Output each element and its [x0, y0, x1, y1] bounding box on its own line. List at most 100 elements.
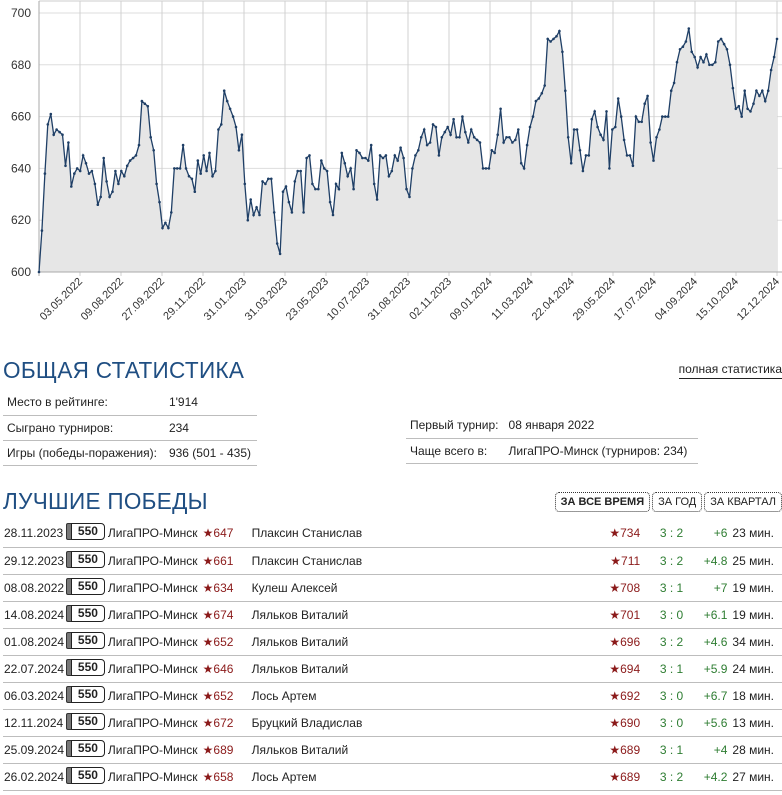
- stat-row-rank: Место в рейтинге: 1'914: [3, 390, 257, 416]
- full-stats-link[interactable]: полная статистика: [678, 362, 782, 379]
- svg-text:09.01.2024: 09.01.2024: [448, 276, 495, 323]
- best-wins-title: ЛУЧШИЕ ПОБЕДЫ: [3, 488, 208, 514]
- match-date: 29.12.2023: [3, 547, 66, 575]
- tournament-badge[interactable]: 550: [65, 763, 105, 791]
- win-row[interactable]: 14.08.2024 550 ЛигаПРО-Минск ★674 Лялько…: [3, 601, 782, 629]
- opponent-rating: ★696: [589, 628, 649, 656]
- league-link[interactable]: ЛигаПРО-Минск: [104, 628, 203, 656]
- win-row[interactable]: 01.08.2024 550 ЛигаПРО-Минск ★652 Лялько…: [3, 628, 782, 656]
- match-date: 08.08.2022: [3, 574, 66, 602]
- league-link[interactable]: ЛигаПРО-Минск: [104, 709, 203, 737]
- league-link[interactable]: ЛигаПРО-Минск: [104, 655, 203, 683]
- league-link[interactable]: ЛигаПРО-Минск: [104, 736, 203, 764]
- stats-section-title: ОБЩАЯ СТАТИСТИКА: [3, 357, 245, 383]
- tournament-badge[interactable]: 550: [65, 547, 105, 575]
- opponent-link[interactable]: Плаксин Станислав: [251, 520, 590, 548]
- opponent-rating: ★690: [589, 709, 649, 737]
- win-row[interactable]: 08.08.2022 550 ЛигаПРО-Минск ★634 Кулеш …: [3, 574, 782, 602]
- tournament-badge[interactable]: 550: [65, 601, 105, 629]
- stat-row-games: Игры (победы-поражения): 936 (501 - 435): [3, 440, 257, 466]
- match-duration: 18 мин.: [732, 682, 782, 710]
- tournament-badge[interactable]: 550: [65, 736, 105, 764]
- opponent-link[interactable]: Лось Артем: [251, 763, 590, 791]
- match-score[interactable]: 3 : 1: [648, 655, 695, 683]
- opponent-link[interactable]: Ляльков Виталий: [251, 736, 590, 764]
- rating-delta: +6.1: [694, 601, 733, 629]
- badge-bar-icon: [65, 577, 71, 595]
- win-row[interactable]: 12.11.2024 550 ЛигаПРО-Минск ★672 Бруцки…: [3, 709, 782, 737]
- tournament-badge[interactable]: 550: [65, 655, 105, 683]
- league-rating: ★661: [202, 547, 252, 575]
- rating-chart-svg: 600 620 640 660 680 700 03.05.202209.08.202227…: [11, 0, 782, 323]
- svg-text:11.03.2024: 11.03.2024: [489, 276, 536, 323]
- stat-row-first-tournament: Первый турнир: 08 января 2022: [406, 413, 698, 439]
- match-duration: 19 мин.: [732, 574, 782, 602]
- rating-delta: +4.8: [694, 547, 733, 575]
- rating-delta: +4: [694, 736, 733, 764]
- match-score[interactable]: 3 : 2: [648, 628, 695, 656]
- badge-bar-icon: [65, 631, 71, 649]
- opponent-link[interactable]: Ляльков Виталий: [251, 628, 590, 656]
- svg-text:17.07.2024: 17.07.2024: [612, 276, 659, 323]
- stat-value: 08 января 2022: [504, 413, 698, 439]
- league-rating: ★634: [202, 574, 252, 602]
- badge-bar-icon: [65, 739, 71, 757]
- win-row[interactable]: 22.07.2024 550 ЛигаПРО-Минск ★646 Лялько…: [3, 655, 782, 683]
- win-row[interactable]: 06.03.2024 550 ЛигаПРО-Минск ★652 Лось А…: [3, 682, 782, 710]
- league-link[interactable]: ЛигаПРО-Минск: [104, 601, 203, 629]
- match-duration: 19 мин.: [732, 601, 782, 629]
- opponent-link[interactable]: Лось Артем: [251, 682, 590, 710]
- match-score[interactable]: 3 : 2: [648, 763, 695, 791]
- badge-bar-icon: [65, 550, 71, 568]
- tab-quarter[interactable]: ЗА КВАРТАЛ: [704, 492, 782, 512]
- opponent-rating: ★711: [589, 547, 649, 575]
- tournament-badge[interactable]: 550: [65, 682, 105, 710]
- match-duration: 28 мин.: [732, 736, 782, 764]
- league-link[interactable]: ЛигаПРО-Минск: [104, 547, 203, 575]
- league-link[interactable]: ЛигаПРО-Минск: [104, 682, 203, 710]
- win-row[interactable]: 28.11.2023 550 ЛигаПРО-Минск ★647 Плакси…: [3, 520, 782, 548]
- match-duration: 23 мин.: [732, 520, 782, 548]
- match-date: 12.11.2024: [3, 709, 66, 737]
- stat-value: 936 (501 - 435): [164, 440, 257, 466]
- tab-year[interactable]: ЗА ГОД: [652, 492, 703, 512]
- match-score[interactable]: 3 : 0: [648, 682, 695, 710]
- match-score[interactable]: 3 : 1: [648, 574, 695, 602]
- league-link[interactable]: ЛигаПРО-Минск: [104, 574, 203, 602]
- opponent-rating: ★694: [589, 655, 649, 683]
- opponent-rating: ★689: [589, 736, 649, 764]
- rating-chart: 600 620 640 660 680 700 03.05.2022 09.08.2022 27…: [0, 0, 782, 350]
- tournament-badge[interactable]: 550: [65, 709, 105, 737]
- match-date: 22.07.2024: [3, 655, 66, 683]
- match-score[interactable]: 3 : 0: [648, 601, 695, 629]
- opponent-link[interactable]: Кулеш Алексей: [251, 574, 590, 602]
- league-link[interactable]: ЛигаПРО-Минск: [104, 520, 203, 548]
- opponent-link[interactable]: Ляльков Виталий: [251, 601, 590, 629]
- league-rating: ★689: [202, 736, 252, 764]
- svg-text:15.10.2024: 15.10.2024: [694, 276, 741, 323]
- svg-text:10.07.2023: 10.07.2023: [325, 276, 372, 323]
- tournament-badge[interactable]: 550: [65, 520, 105, 548]
- win-row[interactable]: 29.12.2023 550 ЛигаПРО-Минск ★661 Плакси…: [3, 547, 782, 575]
- opponent-link[interactable]: Плаксин Станислав: [251, 547, 590, 575]
- win-row[interactable]: 25.09.2024 550 ЛигаПРО-Минск ★689 Лялько…: [3, 736, 782, 764]
- svg-text:22.04.2024: 22.04.2024: [530, 276, 577, 323]
- win-row[interactable]: 26.02.2024 550 ЛигаПРО-Минск ★658 Лось А…: [3, 763, 782, 791]
- tournament-badge[interactable]: 550: [65, 628, 105, 656]
- match-score[interactable]: 3 : 0: [648, 709, 695, 737]
- match-date: 26.02.2024: [3, 763, 66, 791]
- match-score[interactable]: 3 : 2: [648, 520, 695, 548]
- match-score[interactable]: 3 : 2: [648, 547, 695, 575]
- tournament-badge[interactable]: 550: [65, 574, 105, 602]
- svg-text:29.05.2024: 29.05.2024: [571, 276, 618, 323]
- opponent-link[interactable]: Ляльков Виталий: [251, 655, 590, 683]
- badge-bar-icon: [65, 523, 71, 541]
- league-link[interactable]: ЛигаПРО-Минск: [104, 763, 203, 791]
- svg-text:27.09.2022: 27.09.2022: [120, 276, 167, 323]
- opponent-rating: ★692: [589, 682, 649, 710]
- opponent-link[interactable]: Бруцкий Владислав: [251, 709, 590, 737]
- svg-text:09.08.2022: 09.08.2022: [79, 276, 126, 323]
- match-duration: 27 мин.: [732, 763, 782, 791]
- match-score[interactable]: 3 : 1: [648, 736, 695, 764]
- tab-all-time[interactable]: ЗА ВСЕ ВРЕМЯ: [554, 492, 651, 512]
